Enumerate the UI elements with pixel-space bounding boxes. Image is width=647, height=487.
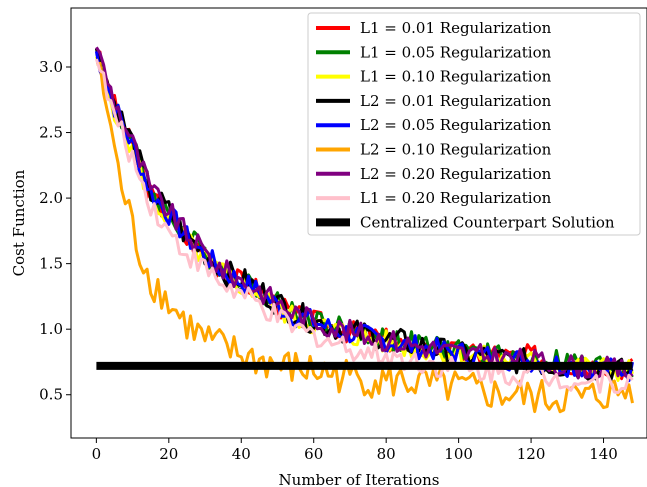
x-tick-label: 80: [377, 445, 396, 463]
legend-label: L1 = 0.01 Regularization: [360, 19, 552, 37]
legend-box: [307, 12, 641, 236]
legend-label: L2 = 0.20 Regularization: [360, 165, 552, 183]
y-tick-label: 1.5: [39, 255, 63, 273]
y-axis-ticks: 0.5 1.0 1.5 2.0 2.5 3.0: [39, 58, 71, 404]
x-tick-label: 0: [92, 445, 102, 463]
series-line-6: [95, 61, 634, 414]
y-tick-label: 2.5: [39, 124, 63, 142]
x-tick-label: 100: [444, 445, 473, 463]
series-line-8: [94, 58, 634, 395]
x-tick-label: 20: [159, 445, 178, 463]
legend-label: L1 = 0.20 Regularization: [360, 189, 552, 207]
y-tick-label: 1.0: [39, 320, 63, 338]
x-tick-label: 40: [232, 445, 251, 463]
legend-label: Centralized Counterpart Solution: [360, 213, 615, 231]
series-line-7: [95, 46, 634, 380]
y-tick-label: 0.5: [39, 386, 63, 404]
y-tick-label: 2.0: [39, 189, 63, 207]
legend-label: L2 = 0.10 Regularization: [360, 141, 552, 159]
y-axis-label: Cost Function: [10, 169, 28, 276]
x-tick-label: 120: [517, 445, 546, 463]
legend: L1 = 0.01 Regularization L1 = 0.05 Regula…: [307, 12, 641, 236]
x-tick-label: 60: [304, 445, 323, 463]
y-tick-label: 3.0: [39, 58, 63, 76]
plot-area: 0 20 40 60 80 100 120 140 0.5 1.0 1.5 2.0 2.5 3.0: [39, 7, 647, 463]
x-axis-ticks: 0 20 40 60 80 100 120 140: [92, 438, 618, 463]
legend-label: L1 = 0.05 Regularization: [360, 43, 552, 61]
series-layer: [94, 46, 634, 414]
x-axis-label: Number of Iterations: [279, 471, 440, 487]
legend-label: L2 = 0.01 Regularization: [360, 92, 552, 110]
legend-items: L1 = 0.01 Regularization L1 = 0.05 Regula…: [316, 19, 615, 231]
x-tick-label: 140: [589, 445, 618, 463]
legend-label: L1 = 0.10 Regularization: [360, 68, 552, 86]
axes-frame: [70, 7, 647, 439]
legend-label: L2 = 0.05 Regularization: [360, 116, 552, 134]
